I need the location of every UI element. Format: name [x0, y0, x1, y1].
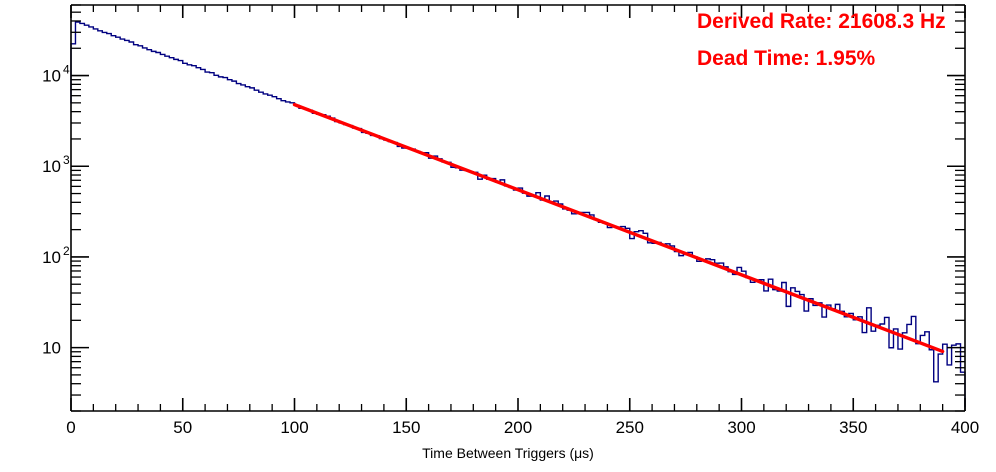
- y-axis-tick-exponent: 2: [63, 244, 70, 258]
- x-axis-title: Time Between Triggers (μs): [422, 445, 594, 461]
- y-axis-tick-label: 10 2: [42, 244, 70, 267]
- y-axis-tick-exponent: 3: [63, 153, 70, 167]
- y-axis-tick-exponent: 4: [63, 63, 70, 77]
- x-axis-tick-label: 100: [280, 418, 308, 437]
- x-axis-tick-label: 350: [839, 418, 867, 437]
- x-axis-tick-label: 250: [616, 418, 644, 437]
- x-axis-tick-label: 0: [66, 418, 75, 437]
- y-axis-tick-label: 10: [42, 339, 61, 358]
- x-axis-tick-label: 400: [951, 418, 979, 437]
- svg-text:10: 10: [42, 339, 61, 358]
- series-layer: [70, 21, 966, 408]
- svg-text:10: 10: [42, 248, 61, 267]
- x-axis-tick-label: 50: [173, 418, 192, 437]
- y-axis-tick-label: 10 4: [42, 63, 70, 86]
- y-axis-tick-label: 10 3: [42, 153, 70, 176]
- svg-text:10: 10: [42, 157, 61, 176]
- svg-text:10: 10: [42, 67, 61, 86]
- exponential-fit-line: [292, 102, 945, 354]
- x-axis-tick-label: 200: [504, 418, 532, 437]
- axis-ticks: [70, 4, 966, 412]
- derived-rate-label: Derived Rate: 21608.3 Hz: [697, 10, 946, 33]
- x-axis-tick-label: 300: [727, 418, 755, 437]
- x-axis-tick-label: 150: [392, 418, 420, 437]
- dead-time-label: Dead Time: 1.95%: [697, 47, 876, 70]
